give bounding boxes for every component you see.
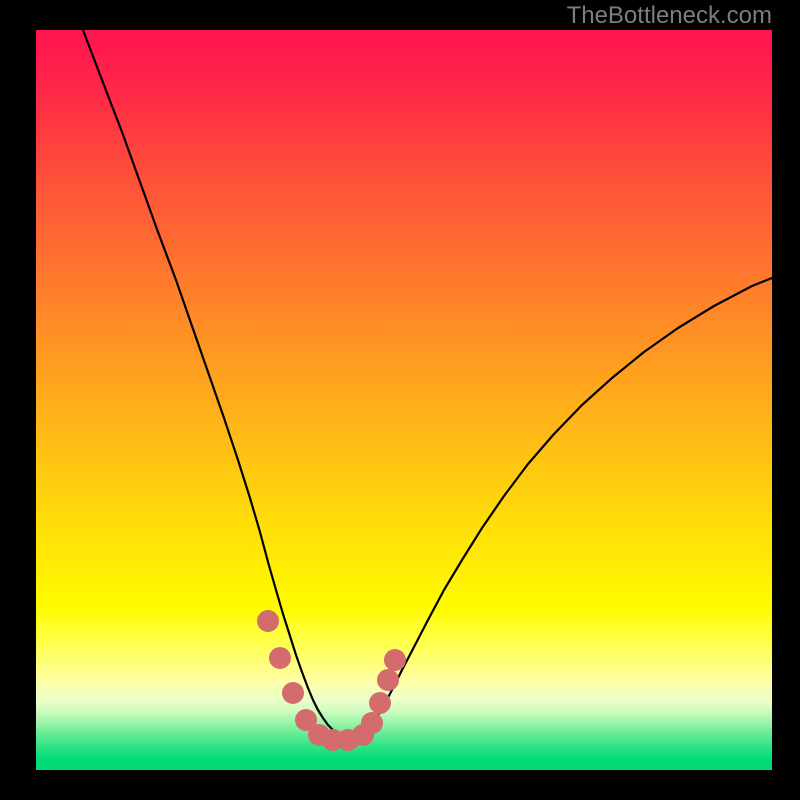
curve-marker: [282, 682, 304, 704]
curve-marker: [377, 669, 399, 691]
curve-marker: [384, 649, 406, 671]
chart-overlay: [0, 0, 800, 800]
watermark-text: TheBottleneck.com: [567, 2, 772, 30]
curve-marker: [257, 610, 279, 632]
curve-marker: [369, 692, 391, 714]
curve-marker: [269, 647, 291, 669]
curve-bottom-markers: [257, 610, 406, 751]
curve-marker: [361, 712, 383, 734]
chart-stage: TheBottleneck.com: [0, 0, 800, 800]
bottleneck-curve: [83, 30, 772, 737]
